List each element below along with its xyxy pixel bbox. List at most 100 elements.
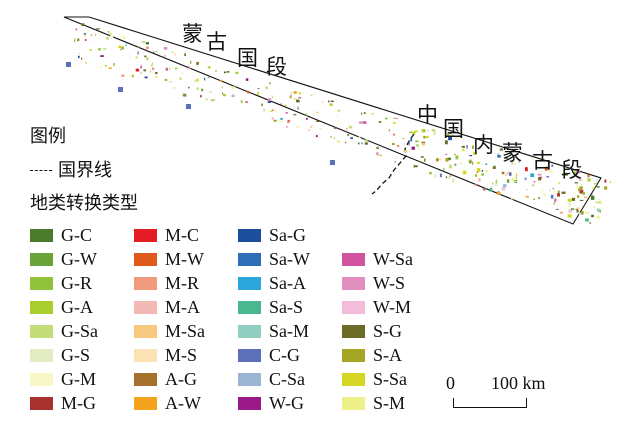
change-patch bbox=[447, 133, 450, 137]
change-patch bbox=[403, 143, 405, 145]
change-patch bbox=[231, 94, 235, 98]
change-patch bbox=[553, 190, 556, 194]
change-patch bbox=[448, 164, 452, 169]
change-patch bbox=[105, 64, 107, 67]
change-patch bbox=[396, 156, 398, 159]
change-patch bbox=[416, 144, 419, 147]
change-patch bbox=[378, 121, 382, 123]
legend-item: Sa-M bbox=[238, 321, 309, 341]
change-patch bbox=[591, 194, 593, 197]
change-patch bbox=[106, 37, 109, 40]
change-patch bbox=[85, 62, 87, 64]
legend-item: Sa-S bbox=[238, 297, 303, 317]
change-patch bbox=[599, 209, 601, 213]
legend-swatch bbox=[238, 324, 261, 338]
change-patch bbox=[337, 109, 341, 112]
change-patch bbox=[511, 161, 513, 165]
change-patch bbox=[478, 178, 481, 182]
change-patch bbox=[512, 180, 517, 182]
change-patch bbox=[257, 91, 259, 95]
change-patch bbox=[583, 196, 588, 199]
study-area-outline bbox=[63, 16, 602, 225]
change-patch bbox=[336, 140, 339, 143]
legend-label: M-Sa bbox=[165, 321, 205, 341]
change-patch bbox=[164, 79, 168, 81]
change-patch bbox=[210, 99, 214, 102]
change-patch bbox=[319, 128, 322, 130]
legend-label: G-Sa bbox=[61, 321, 98, 341]
change-patch bbox=[193, 79, 197, 83]
change-patch bbox=[345, 141, 347, 144]
change-patch bbox=[142, 40, 146, 44]
change-patch bbox=[567, 198, 572, 202]
change-patch bbox=[393, 117, 397, 119]
change-patch bbox=[453, 154, 456, 156]
change-patch bbox=[546, 165, 548, 168]
legend-swatch bbox=[30, 276, 53, 290]
change-patch bbox=[287, 121, 290, 123]
change-patch bbox=[448, 175, 452, 177]
change-patch bbox=[494, 183, 498, 186]
change-patch bbox=[196, 61, 199, 65]
change-patch bbox=[467, 160, 471, 161]
change-patch bbox=[188, 86, 190, 89]
change-patch bbox=[501, 187, 506, 191]
change-patch bbox=[271, 95, 273, 99]
change-patch bbox=[458, 162, 463, 165]
change-patch bbox=[571, 197, 576, 201]
legend-swatch bbox=[342, 300, 365, 314]
change-patch bbox=[421, 129, 426, 133]
change-patch bbox=[137, 51, 139, 55]
scale-zero-label: 0 bbox=[446, 373, 455, 393]
legend-swatch bbox=[134, 300, 157, 314]
change-patch bbox=[201, 88, 204, 92]
change-patch bbox=[538, 177, 542, 181]
change-patch bbox=[412, 132, 416, 134]
change-patch bbox=[595, 179, 598, 183]
change-patch bbox=[150, 64, 153, 66]
change-patch bbox=[556, 208, 559, 210]
change-patch bbox=[549, 170, 553, 173]
legend-label: A-W bbox=[165, 393, 201, 413]
change-patch bbox=[196, 64, 199, 67]
change-patch bbox=[156, 50, 158, 52]
change-patch bbox=[552, 187, 555, 190]
change-patch bbox=[245, 101, 248, 103]
change-patch bbox=[165, 67, 168, 71]
region-char: 国 bbox=[237, 46, 258, 70]
change-patch bbox=[448, 176, 451, 179]
change-patch bbox=[376, 152, 379, 156]
change-patch bbox=[207, 66, 211, 69]
change-patch bbox=[83, 34, 86, 37]
legend-item: W-G bbox=[238, 393, 304, 413]
change-patch bbox=[417, 147, 420, 151]
legend-label: G-W bbox=[61, 249, 97, 269]
change-patch bbox=[122, 35, 124, 39]
change-patch bbox=[267, 98, 272, 101]
change-patch bbox=[384, 117, 388, 120]
change-patch bbox=[338, 122, 342, 124]
legend-swatch bbox=[342, 276, 365, 290]
change-patch bbox=[580, 210, 584, 215]
legend-label: W-S bbox=[373, 273, 406, 293]
change-patch bbox=[221, 86, 223, 89]
change-patch bbox=[119, 49, 121, 51]
change-patch bbox=[135, 56, 138, 59]
change-patch bbox=[118, 87, 123, 92]
legend-swatch bbox=[238, 348, 261, 362]
change-patch bbox=[151, 67, 155, 71]
change-patch bbox=[596, 208, 600, 212]
change-patch bbox=[568, 205, 571, 208]
region-char: 段 bbox=[561, 158, 582, 182]
change-patch bbox=[579, 190, 584, 194]
change-patch bbox=[163, 47, 168, 50]
change-patch bbox=[518, 161, 520, 163]
legend-item: S-A bbox=[342, 345, 402, 365]
change-patch bbox=[589, 222, 592, 224]
change-patch bbox=[481, 170, 484, 172]
change-patch bbox=[222, 92, 224, 94]
change-patch bbox=[541, 189, 544, 193]
change-patch bbox=[81, 57, 83, 60]
change-patch bbox=[186, 104, 191, 109]
change-patch bbox=[335, 115, 339, 117]
